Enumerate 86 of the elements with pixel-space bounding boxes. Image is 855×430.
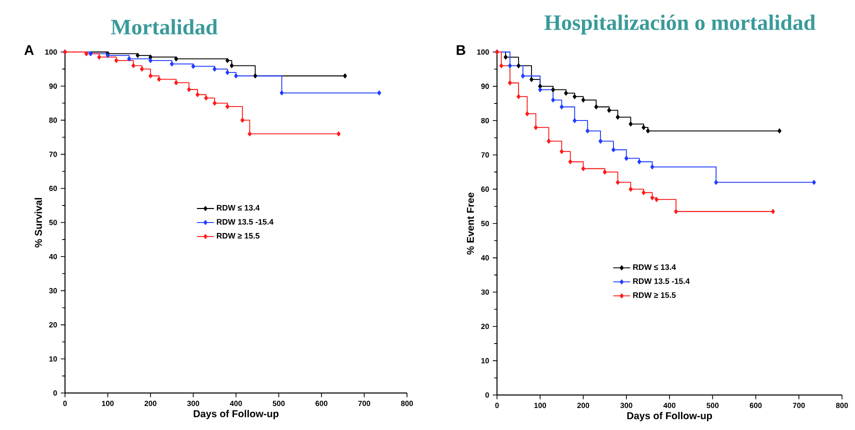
point <box>534 125 538 130</box>
point <box>174 80 178 86</box>
point <box>230 63 234 68</box>
point <box>504 54 508 60</box>
point <box>280 90 284 96</box>
point <box>131 63 136 68</box>
point <box>551 98 556 102</box>
point <box>586 128 590 134</box>
point <box>136 52 140 58</box>
point <box>546 138 551 144</box>
point <box>204 96 208 100</box>
point <box>226 70 230 75</box>
point <box>508 80 512 86</box>
point <box>148 73 152 78</box>
x-axis-title: Days of Follow-up <box>194 410 278 420</box>
point <box>525 111 530 116</box>
point <box>646 128 650 134</box>
point <box>538 87 542 92</box>
point <box>84 51 88 56</box>
point <box>508 63 512 68</box>
point <box>714 180 718 185</box>
point <box>226 58 230 63</box>
point <box>174 56 178 62</box>
point <box>637 159 642 164</box>
point <box>598 138 602 144</box>
point <box>516 94 521 100</box>
point <box>157 76 162 82</box>
point <box>114 58 118 63</box>
point <box>212 66 217 72</box>
text: B <box>456 45 466 55</box>
point <box>581 166 586 172</box>
point <box>253 73 258 78</box>
point <box>674 209 678 214</box>
point <box>560 104 564 110</box>
point <box>628 186 633 192</box>
point <box>778 128 782 134</box>
point <box>650 195 654 200</box>
point <box>88 51 93 56</box>
point <box>148 58 152 63</box>
point <box>191 64 196 69</box>
point <box>642 125 646 130</box>
point <box>607 108 612 113</box>
chart-title: Mortalidad <box>110 19 218 35</box>
point <box>812 180 816 185</box>
point <box>377 90 382 96</box>
point <box>616 114 620 120</box>
point <box>97 54 102 60</box>
x-axis-title: Days of Follow-up <box>627 412 712 422</box>
y-axis-title: % Event Free <box>466 192 474 255</box>
chart-title: Hospitalización o mortalidad <box>544 14 816 35</box>
point <box>624 156 628 161</box>
point <box>140 66 144 72</box>
y-axis-title: % Survival <box>34 198 42 248</box>
point <box>530 76 534 82</box>
point <box>642 190 646 196</box>
point <box>187 87 191 92</box>
point <box>581 98 586 102</box>
point <box>170 61 174 66</box>
point <box>212 100 217 106</box>
point <box>226 104 230 110</box>
point <box>771 209 775 214</box>
point <box>196 92 200 98</box>
point <box>248 131 252 136</box>
point <box>650 164 654 170</box>
point <box>127 56 132 62</box>
point <box>602 170 607 174</box>
point <box>520 74 525 78</box>
text: A <box>24 45 34 55</box>
point <box>654 197 659 202</box>
point <box>564 90 568 96</box>
point <box>560 149 564 154</box>
point <box>572 118 577 124</box>
point <box>234 73 238 78</box>
point <box>616 180 620 185</box>
point <box>551 87 556 92</box>
point <box>499 63 504 68</box>
point <box>572 94 577 100</box>
point <box>568 159 572 164</box>
point <box>343 73 347 78</box>
point <box>516 63 521 68</box>
point <box>628 122 633 126</box>
point <box>538 84 542 89</box>
point <box>336 131 341 136</box>
point <box>240 118 244 123</box>
point <box>612 147 616 152</box>
point <box>594 104 598 110</box>
